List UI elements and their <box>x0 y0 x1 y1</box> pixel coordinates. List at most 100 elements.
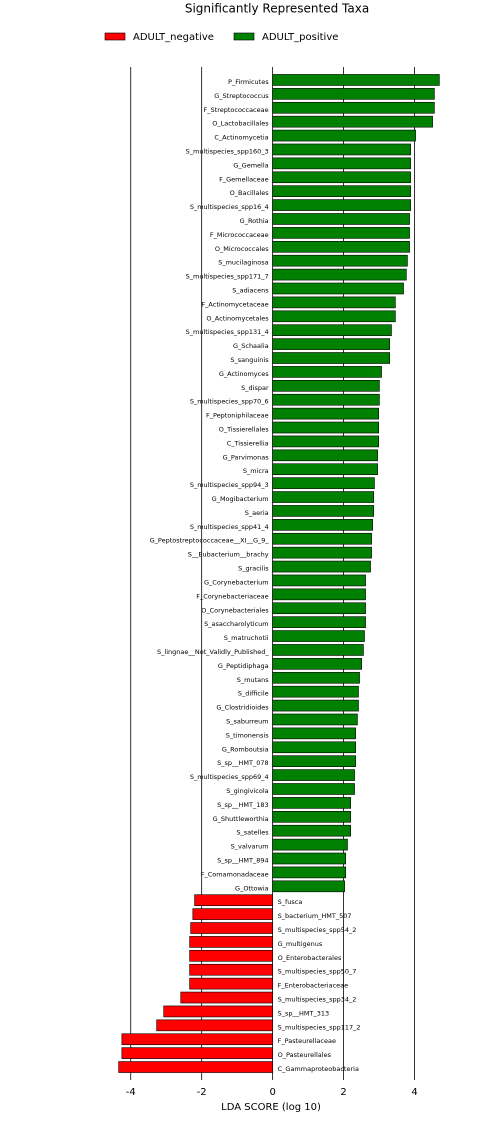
bar <box>121 1033 273 1046</box>
category-label: O_Micrococcales <box>215 245 269 253</box>
category-label: S_multispecies_spp16_4 <box>190 203 269 211</box>
bar <box>272 797 351 809</box>
x-tick-label: 4 <box>411 1087 417 1098</box>
category-label: S_multispecies_spp41_4 <box>190 523 269 531</box>
category-label: O_Pasteurellales <box>278 1051 332 1059</box>
category-label: G_Mogibacterium <box>212 495 269 503</box>
category-label: S_timonensis <box>226 731 269 739</box>
category-label: S_mutans <box>237 676 269 684</box>
bar <box>272 449 378 462</box>
bar <box>272 658 362 670</box>
category-label: S_sp__HMT_894 <box>217 857 269 865</box>
bar <box>272 463 378 476</box>
category-label: S_gracilis <box>238 565 269 573</box>
category-label: O_Corynebacteriales <box>201 606 269 614</box>
bar <box>272 254 408 267</box>
category-label: S_multispecies_spp70_6 <box>190 398 269 406</box>
category-label: G_multigenus <box>278 940 323 948</box>
x-axis-title: LDA SCORE (log 10) <box>221 1102 321 1113</box>
x-tick-label: -2 <box>197 1087 207 1098</box>
bar <box>272 810 351 823</box>
bar <box>272 185 411 197</box>
bar <box>272 366 382 378</box>
bar <box>272 824 351 837</box>
bar <box>272 602 366 615</box>
category-label: G_Parvimonas <box>223 453 270 461</box>
category-label: S__Eubacterium__brachy <box>188 551 269 559</box>
category-label: S_dispar <box>241 384 269 392</box>
category-label: S_multispecies_spp69_4 <box>190 773 269 781</box>
bar <box>272 852 347 865</box>
category-label: S_lingnae__Not_Validly_Published_ <box>157 648 269 656</box>
category-label: F_Gemellaceae <box>219 175 269 183</box>
category-label: S_bacterium_HMT_507 <box>278 912 352 920</box>
category-label: S_aeria <box>245 509 269 517</box>
category-label: G_Rothia <box>240 217 269 225</box>
bar <box>272 380 380 392</box>
category-label: G_Ottowia <box>235 884 269 892</box>
category-label: O_Lactobacillales <box>212 120 269 128</box>
category-label: C_Gammaproteobacteria <box>278 1065 359 1073</box>
category-label: F_Corynebacteriaceae <box>196 592 268 600</box>
bar <box>272 88 435 100</box>
bar <box>272 435 379 448</box>
category-label: F_Enterobacteriaceae <box>278 982 349 990</box>
category-label: G_Actinomyces <box>219 370 269 378</box>
category-label: S_micra <box>243 467 269 475</box>
bar <box>272 727 356 740</box>
bar <box>272 505 375 517</box>
category-label: O_Enterobacterales <box>278 954 342 962</box>
bar <box>272 101 435 114</box>
bar <box>189 963 273 976</box>
category-label: G_Shuttleworthia <box>213 815 269 823</box>
category-label: S_multispecies_spp50_7 <box>278 968 357 976</box>
bar <box>163 1005 273 1018</box>
x-tick-label: -4 <box>126 1087 136 1098</box>
bar <box>272 630 365 642</box>
bar <box>272 546 372 559</box>
x-tick-label: 2 <box>340 1087 346 1098</box>
bar <box>272 407 379 420</box>
bar <box>272 616 366 628</box>
bar <box>272 199 411 211</box>
category-label: P_Firmicutes <box>228 78 269 86</box>
bar <box>272 213 410 225</box>
category-label: S_multispecies_spp171_7 <box>186 273 269 281</box>
bar <box>272 755 356 767</box>
bar <box>272 268 407 281</box>
category-label: S_matruchotii <box>224 634 269 642</box>
legend-swatch <box>104 32 126 41</box>
bar <box>272 532 372 545</box>
bar <box>272 866 347 879</box>
bar <box>272 129 416 142</box>
bar <box>272 477 375 489</box>
bar <box>272 393 380 406</box>
category-label: O_Tissierellales <box>219 426 269 434</box>
bar <box>192 908 273 920</box>
category-label: C_Tissierellia <box>227 439 269 447</box>
bar <box>189 950 273 962</box>
category-label: S_sp__HMT_078 <box>217 759 269 767</box>
category-label: G_Peptostreptococcaceae__XI__G_9_ <box>150 537 270 545</box>
category-label: S_satelles <box>236 829 269 837</box>
category-label: S_adiacens <box>232 286 269 294</box>
category-label: S_sp__HMT_313 <box>278 1009 330 1017</box>
bar <box>272 282 404 295</box>
category-label: G_Schaalia <box>233 342 269 350</box>
bar <box>272 769 355 781</box>
category-label: C_Actinomycetia <box>214 134 268 142</box>
bar <box>272 143 411 156</box>
legend-label: ADULT_positive <box>262 32 338 43</box>
bar <box>272 352 390 364</box>
legend-label: ADULT_negative <box>133 32 214 43</box>
category-label: F_Comamonadaceae <box>201 870 269 878</box>
bar <box>272 783 355 795</box>
bar <box>272 324 392 337</box>
bar <box>272 560 371 573</box>
category-label: S_saburreum <box>226 717 269 725</box>
category-label: F_Streptococcaceae <box>204 106 269 114</box>
bar <box>272 74 440 86</box>
bar <box>272 240 410 253</box>
category-label: F_Micrococcaceae <box>210 231 269 239</box>
category-label: S_multispecies_spp131_4 <box>186 328 269 336</box>
